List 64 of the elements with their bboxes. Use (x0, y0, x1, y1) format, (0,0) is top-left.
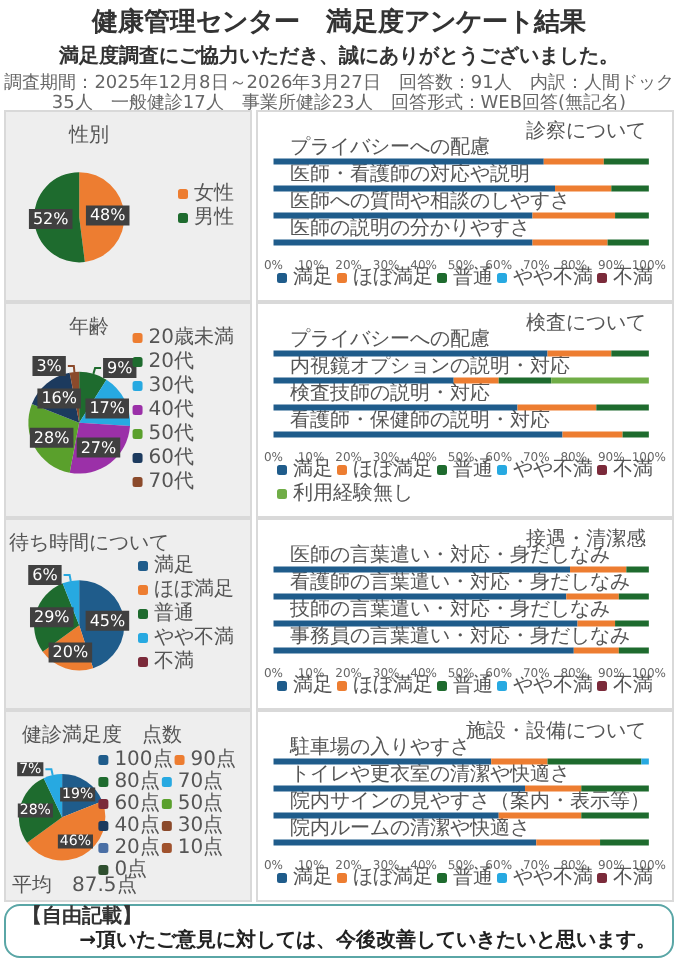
legend-label: 90点 (190, 747, 237, 771)
data-label: 48% (89, 206, 127, 225)
y-tick-label: 医師への質問や相談のしやすさ (289, 188, 570, 213)
y-tick-label: 事務員の言葉遣い・対応・身だしなみ (289, 623, 630, 648)
text: 健診満足度 点数 (22, 723, 182, 747)
data-label: 16% (41, 389, 78, 408)
legend-label: 利用経験無し (293, 481, 413, 505)
legend-label: 60代 (148, 447, 195, 469)
data-label: 27% (80, 438, 118, 457)
y-tick-label: 医師・看護師の対応や説明 (289, 161, 530, 186)
data-label: 17% (89, 399, 126, 418)
text: 待ち時間について (9, 531, 170, 555)
legend-label: 30代 (148, 375, 195, 397)
legend-label: 男性 (194, 205, 234, 229)
legend-label: やや不満 (154, 625, 234, 649)
y-tick-label: 内視鏡オプションの説明・対応 (289, 353, 570, 378)
data-label: 3% (36, 357, 63, 376)
text: 年齢 (69, 315, 110, 339)
y-tick-label: 駐車場の入りやすさ (287, 734, 470, 759)
y-tick-label: プライバシーへの配慮 (289, 326, 490, 351)
legend-label: 10点 (177, 835, 224, 859)
legend-label: 女性 (194, 181, 234, 205)
y-tick-label: 院内サインの見やすさ（案内・表示等） (289, 788, 650, 813)
chart-title: 診察について (526, 119, 646, 143)
legend-label: 満足 (154, 553, 194, 577)
data-label: 28% (33, 428, 71, 447)
data-label: 6% (32, 566, 59, 585)
legend-label: ほぼ満足 (154, 577, 234, 601)
legend-label: 不満 (154, 649, 194, 673)
y-tick-label: 技師の言葉遣い・対応・身だしなみ (287, 596, 610, 621)
legend-label: 70点 (177, 769, 224, 793)
y-tick-label: プライバシーへの配慮 (289, 134, 490, 159)
data-label: 20% (52, 643, 89, 662)
legend-label: 40点 (114, 813, 160, 837)
legend-label: 70代 (148, 471, 195, 493)
chart-title: 性別 (67, 123, 110, 147)
data-label: 45% (89, 611, 126, 630)
y-tick-label: 看護師の言葉遣い・対応・身だしなみ (289, 569, 630, 594)
text: 調査期間：2025年12月8日～2026年3月27日 回答数：91人 内訳：人間ドック35人 一般健診17人 事業所健診23人 回答形式：WEB回答(無記名) (2, 74, 676, 114)
legend-label: 20代 (148, 351, 195, 373)
chart-title: 検査について (526, 311, 646, 335)
y-tick-label: 看護師・保健師の説明・対応 (289, 407, 550, 432)
legend-label: 普通 (154, 601, 194, 625)
data-label: 9% (107, 359, 134, 378)
legend-label: 50代 (148, 423, 195, 445)
legend-label: 40代 (148, 399, 195, 421)
chart-title: 施設・設備について (466, 719, 646, 743)
y-tick-label: 検査技師の説明・対応 (289, 380, 490, 405)
y-tick-label: トイレや更衣室の清潔や快適さ (289, 761, 570, 786)
legend-label: 80点 (114, 769, 160, 793)
legend-label: 60点 (114, 791, 160, 815)
legend-label: 100点 (114, 747, 173, 771)
data-label: 29% (33, 608, 71, 627)
legend-label: 20点 (114, 835, 160, 859)
y-tick-label: 院内ルームの清潔や快適さ (289, 815, 530, 840)
text: 健康管理センター 満足度アンケート結果 (89, 5, 588, 40)
text: 満足度調査にご協力いただき、誠にありがとうございました。 (57, 42, 621, 70)
y-tick-label: 医師の説明の分かりやすさ (289, 215, 530, 240)
text: →頂いたご意見に対しては、今後改善していきたいと思います。 (77, 930, 656, 954)
data-label: 52% (32, 210, 70, 229)
legend-label: 20歳未満 (148, 325, 235, 349)
legend-label: 50点 (177, 791, 224, 815)
legend-label: 30点 (177, 813, 224, 837)
text: 【自由記載】 (22, 906, 144, 930)
